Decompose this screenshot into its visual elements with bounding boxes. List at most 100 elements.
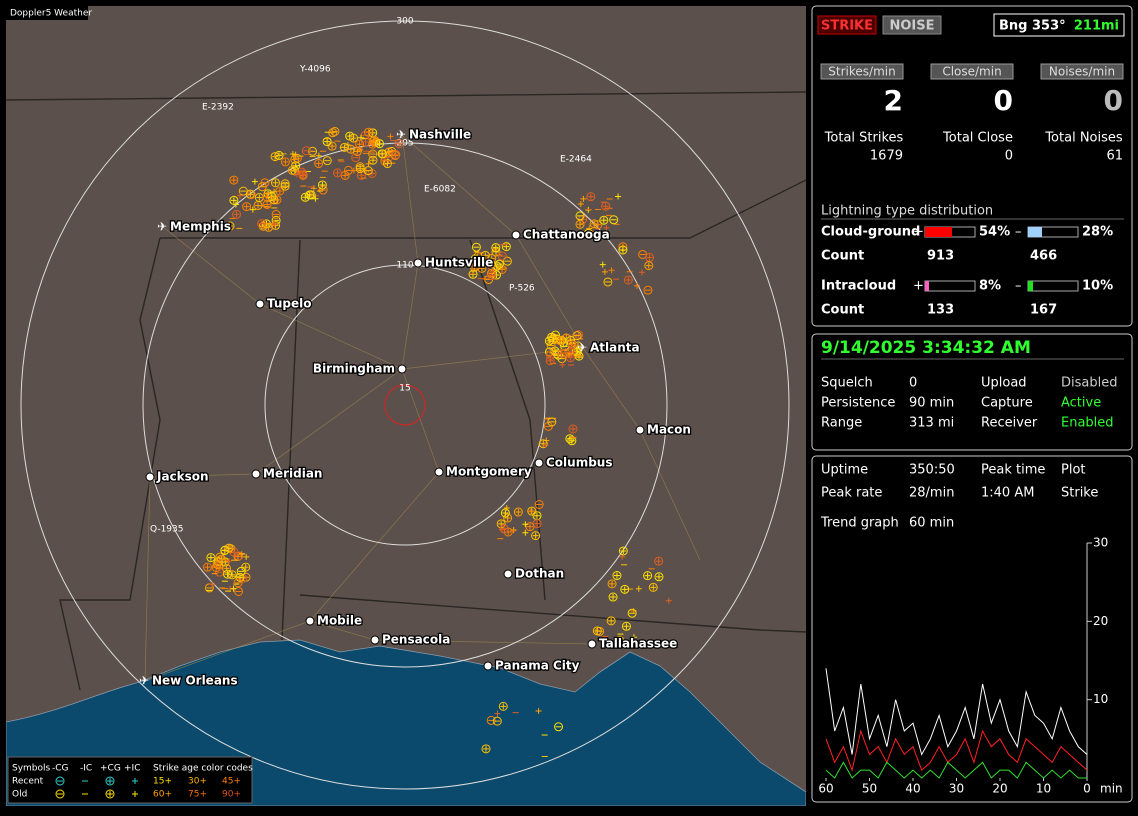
strike xyxy=(392,152,399,159)
stat: Strike xyxy=(1061,486,1098,501)
strike xyxy=(308,146,318,156)
range-rings: 15 110 205 300 xyxy=(20,17,790,790)
strike xyxy=(271,209,281,219)
strike xyxy=(209,581,216,588)
strike xyxy=(478,265,485,272)
legend-column: -IC xyxy=(80,764,92,774)
strike xyxy=(251,178,258,185)
strike xyxy=(471,263,478,270)
strike xyxy=(206,553,216,563)
strike xyxy=(547,352,554,359)
x-tick-label: 50 xyxy=(862,782,877,796)
strike xyxy=(483,745,490,752)
stat: Peak time xyxy=(981,463,1045,478)
strike xyxy=(214,567,224,577)
strike xyxy=(396,140,403,147)
stat: 60 min xyxy=(909,516,954,531)
strike xyxy=(586,192,596,202)
city-dot xyxy=(145,472,155,482)
bar xyxy=(925,281,929,291)
strike xyxy=(226,557,233,564)
strike-button[interactable] xyxy=(817,15,877,35)
strike xyxy=(577,201,584,208)
strike xyxy=(618,245,628,255)
strike xyxy=(230,585,237,592)
setting: Disabled xyxy=(1061,376,1117,391)
strike xyxy=(554,722,564,732)
strike xyxy=(329,129,336,136)
setting: Upload xyxy=(981,376,1027,391)
strike xyxy=(327,141,337,151)
strike xyxy=(601,201,611,211)
legend-symbol xyxy=(132,791,138,797)
stat: 28/min xyxy=(909,486,954,501)
strike xyxy=(324,138,331,145)
legend-symbol xyxy=(105,776,115,786)
strike xyxy=(242,564,249,571)
strike xyxy=(347,146,354,153)
percent: 28% xyxy=(1082,225,1113,240)
bar xyxy=(1028,281,1033,291)
city-label: Birmingham xyxy=(313,362,395,376)
strike xyxy=(315,160,322,167)
city-label: Tallahassee xyxy=(599,637,677,651)
strike xyxy=(256,194,263,201)
strike xyxy=(615,193,622,200)
strike xyxy=(379,150,386,157)
city-dot xyxy=(370,635,380,645)
state-borders xyxy=(6,91,806,691)
strike xyxy=(620,547,627,554)
strike xyxy=(600,217,607,224)
strike xyxy=(498,701,508,711)
strike xyxy=(262,192,272,202)
noise-button-label[interactable]: NOISE xyxy=(889,19,934,34)
setting: Capture xyxy=(981,396,1033,411)
storm-label: Q-1935 xyxy=(150,525,184,535)
strike xyxy=(369,157,376,164)
strike xyxy=(612,571,622,581)
strike xyxy=(500,508,510,518)
strike xyxy=(227,223,234,230)
strike xyxy=(258,220,265,227)
city-label: Memphis xyxy=(170,220,231,234)
strike xyxy=(635,585,642,592)
count-value: 913 xyxy=(927,249,954,264)
total-value: 61 xyxy=(1106,149,1123,164)
bearing: Bng 353° xyxy=(999,19,1066,34)
strike xyxy=(620,584,630,594)
ui: Strikes/min 2 Total Strikes 1679 Close/min 0 T… xyxy=(818,63,1124,796)
strike xyxy=(491,243,501,253)
strike xyxy=(349,133,359,143)
city-label: Montgomery xyxy=(446,465,532,479)
strike xyxy=(522,521,529,528)
legend-symbol xyxy=(105,789,115,799)
noise-button[interactable] xyxy=(882,15,942,35)
strike xyxy=(276,188,283,194)
strike xyxy=(305,190,315,200)
strike xyxy=(567,340,577,350)
city-label: Mobile xyxy=(317,614,362,628)
legend-symbol xyxy=(107,778,113,784)
stat: 1:40 AM xyxy=(981,486,1034,501)
ring-label: 110 xyxy=(396,261,413,271)
strike xyxy=(567,436,577,446)
strike xyxy=(621,621,631,631)
legend-symbol xyxy=(132,778,138,784)
strike xyxy=(503,504,510,511)
city-label: Macon xyxy=(647,423,691,437)
strike xyxy=(225,221,235,231)
legend-symbol xyxy=(55,789,65,799)
strike xyxy=(213,564,220,571)
strike xyxy=(526,523,533,530)
city-label: Nashville xyxy=(409,128,471,142)
strike xyxy=(567,354,574,361)
strike xyxy=(587,193,594,200)
strike xyxy=(527,506,537,516)
strike xyxy=(392,151,399,158)
strike-button-label[interactable]: STRIKE xyxy=(821,19,873,34)
strike xyxy=(499,524,509,534)
strike xyxy=(591,220,598,227)
city-label: Panama City xyxy=(495,659,580,673)
strike xyxy=(350,167,357,174)
